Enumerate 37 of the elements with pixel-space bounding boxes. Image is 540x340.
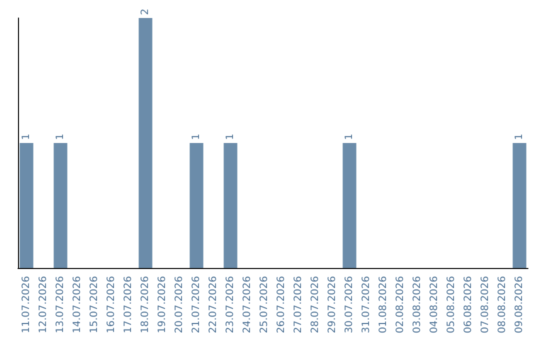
x-tick-label: 12.07.2026 [38, 276, 49, 334]
x-tick-label: 02.08.2026 [395, 276, 406, 334]
x-tick-label: 08.08.2026 [497, 276, 508, 334]
data-label: 1 [344, 134, 355, 140]
x-tick-label: 31.07.2026 [361, 276, 372, 334]
data-label: 1 [21, 134, 32, 140]
x-tick-label: 27.07.2026 [293, 276, 304, 334]
x-tick-label: 16.07.2026 [106, 276, 117, 334]
x-tick-label: 06.08.2026 [463, 276, 474, 334]
x-tick-label: 07.08.2026 [480, 276, 491, 334]
x-tick-label: 24.07.2026 [242, 276, 253, 334]
x-tick-label: 30.07.2026 [344, 276, 355, 334]
data-label: 1 [225, 134, 236, 140]
x-tick-label: 04.08.2026 [429, 276, 440, 334]
x-tick-label: 17.07.2026 [123, 276, 134, 334]
x-tick-label: 26.07.2026 [276, 276, 287, 334]
x-tick-label: 03.08.2026 [412, 276, 423, 334]
data-label: 1 [191, 134, 202, 140]
x-tick-label: 21.07.2026 [191, 276, 202, 334]
x-tick-label: 05.08.2026 [446, 276, 457, 334]
data-label: 2 [140, 8, 151, 15]
x-tick-label: 20.07.2026 [174, 276, 185, 334]
x-tick-label: 29.07.2026 [327, 276, 338, 334]
x-tick-label: 01.08.2026 [378, 276, 389, 334]
data-label: 1 [514, 134, 525, 140]
x-tick-label: 22.07.2026 [208, 276, 219, 334]
x-tick-label: 18.07.2026 [140, 276, 151, 334]
x-tick-label: 28.07.2026 [310, 276, 321, 334]
x-tick-label: 15.07.2026 [89, 276, 100, 334]
x-tick-label: 25.07.2026 [259, 276, 270, 334]
x-tick-label: 19.07.2026 [157, 276, 168, 334]
data-label: 1 [55, 134, 66, 140]
x-tick-label: 23.07.2026 [225, 276, 236, 334]
x-tick-label: 09.08.2026 [514, 276, 525, 334]
x-tick-label: 11.07.2026 [21, 276, 32, 334]
x-tick-label: 13.07.2026 [55, 276, 66, 334]
x-tick-label: 14.07.2026 [72, 276, 83, 334]
